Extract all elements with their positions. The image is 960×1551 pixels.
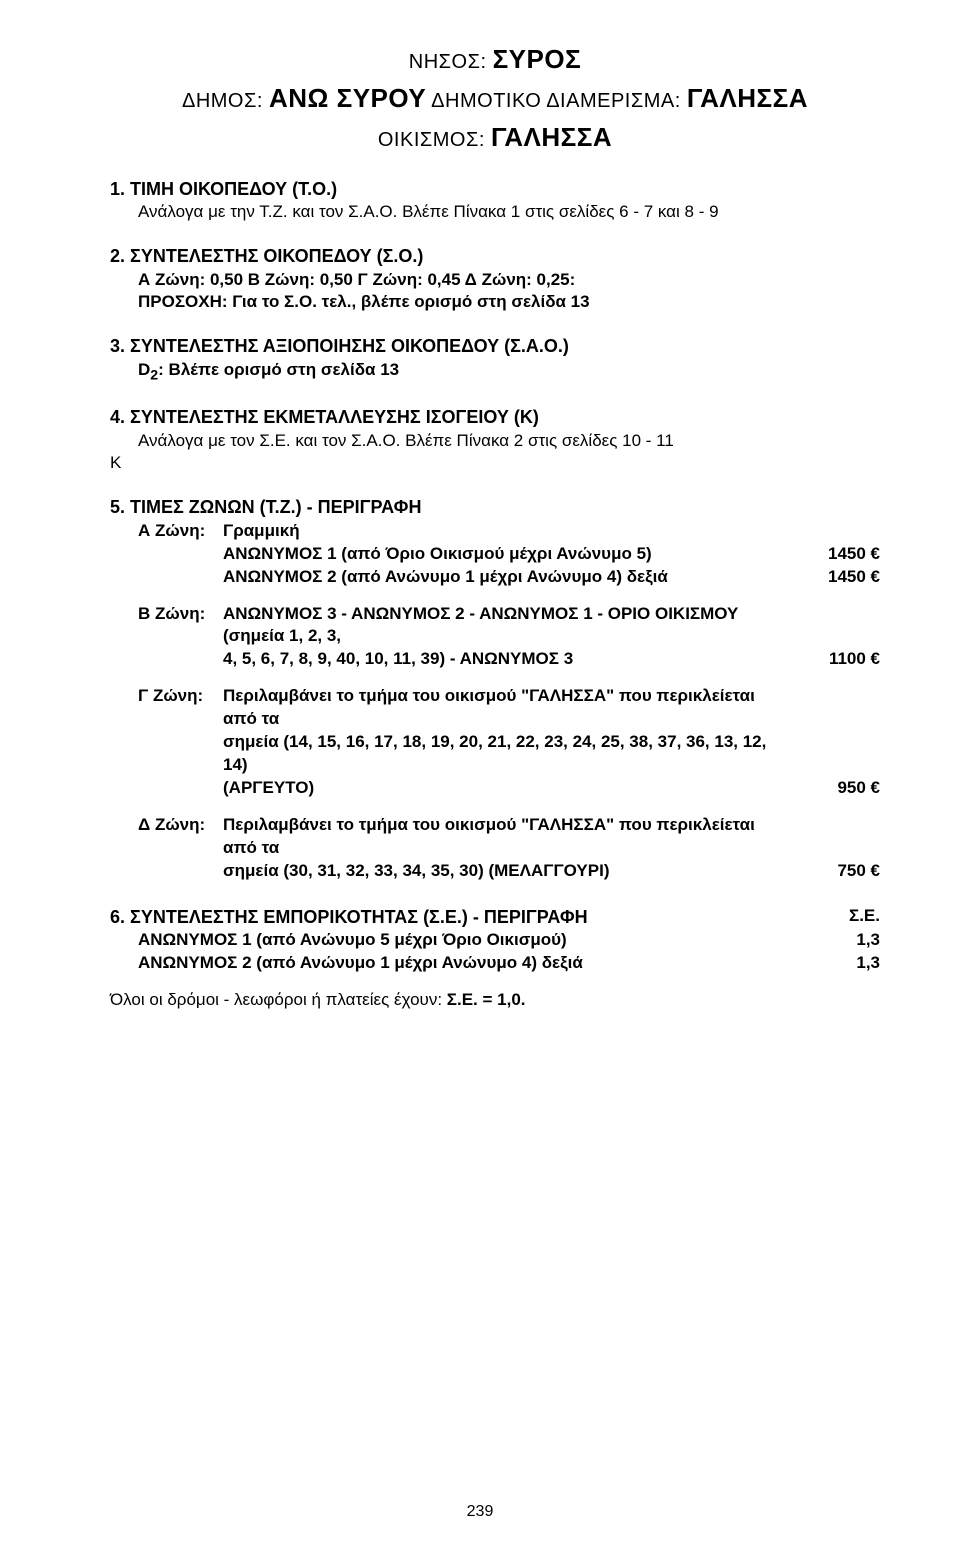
section-1-title: 1. ΤΙΜΗ ΟΙΚΟΠΕΔΟΥ (Τ.Ο.): [110, 177, 880, 201]
zone-d-text1: Περιλαμβάνει το τμήμα του οικισμού "ΓΑΛΗ…: [223, 814, 800, 860]
section-3-title: 3. ΣΥΝΤΕΛΕΣΤΗΣ ΑΞΙΟΠΟΙΗΣΗΣ ΟΙΚΟΠΕΔΟΥ (Σ.…: [110, 334, 880, 358]
zone-g-text1: Περιλαμβάνει το τμήμα του οικισμού "ΓΑΛΗ…: [223, 685, 800, 731]
section-1-body: Ανάλογα με την Τ.Ζ. και τον Σ.Α.Ο. Βλέπε…: [110, 201, 880, 224]
section-2-zones: Α Ζώνη: 0,50 Β Ζώνη: 0,50 Γ Ζώνη: 0,45 Δ…: [110, 269, 880, 292]
d2-sub: 2: [150, 367, 158, 383]
zone-g-label: Γ Ζώνη:: [138, 685, 223, 708]
dimos-label: ΔΗΜΟΣ:: [182, 90, 263, 112]
zone-d-text2: σημεία (30, 31, 32, 33, 34, 35, 30) (ΜΕΛ…: [223, 860, 800, 883]
zone-b-price: 1100 €: [800, 648, 880, 671]
zone-d-label: Δ Ζώνη:: [138, 814, 223, 837]
zone-g-price: 950 €: [800, 777, 880, 800]
section-5: 5. ΤΙΜΕΣ ΖΩΝΩΝ (Τ.Ζ.) - ΠΕΡΙΓΡΑΦΗ Α Ζώνη…: [110, 495, 880, 882]
se-footer-a: Όλοι οι δρόμοι - λεωφόροι ή πλατείες έχο…: [110, 990, 447, 1009]
oikismos-value: ΓΑΛΗΣΣΑ: [491, 122, 612, 152]
section-6-title: 6. ΣΥΝΤΕΛΕΣΤΗΣ ΕΜΠΟΡΙΚΟΤΗΤΑΣ (Σ.Ε.) - ΠΕ…: [110, 905, 820, 929]
zone-a-row1: Α Ζώνη: Γραμμική: [138, 520, 880, 543]
section-2-title: 2. ΣΥΝΤΕΛΕΣΤΗΣ ΟΙΚΟΠΕΔΟΥ (Σ.Ο.): [110, 244, 880, 268]
se-row1: ΑΝΩΝΥΜΟΣ 1 (από Ανώνυμο 5 μέχρι Όριο Οικ…: [138, 929, 880, 952]
dimdiam-value: ΓΑΛΗΣΣΑ: [687, 83, 808, 113]
zone-g-row1: Γ Ζώνη: Περιλαμβάνει το τμήμα του οικισμ…: [138, 685, 880, 731]
se-row2-b: δεξιά: [542, 953, 583, 972]
section-2: 2. ΣΥΝΤΕΛΕΣΤΗΣ ΟΙΚΟΠΕΔΟΥ (Σ.Ο.) Α Ζώνη: …: [110, 244, 880, 314]
zone-b-label: Β Ζώνη:: [138, 603, 223, 626]
d2-d: D: [138, 360, 150, 379]
se-footer: Όλοι οι δρόμοι - λεωφόροι ή πλατείες έχο…: [110, 989, 880, 1012]
zone-a-anon1: ΑΝΩΝΥΜΟΣ 1 (από Όριο Οικισμού μέχρι Ανών…: [223, 543, 800, 566]
zone-a-label: Α Ζώνη:: [138, 520, 223, 543]
section-4-body: Ανάλογα με τον Σ.Ε. και τον Σ.Α.Ο. Βλέπε…: [110, 430, 880, 453]
zone-b-row1: Β Ζώνη: ΑΝΩΝΥΜΟΣ 3 - ΑΝΩΝΥΜΟΣ 2 - ΑΝΩΝΥΜ…: [138, 603, 880, 649]
zone-a-line1: ΑΝΩΝΥΜΟΣ 1 (από Όριο Οικισμού μέχρι Ανών…: [138, 543, 880, 566]
se-row2: ΑΝΩΝΥΜΟΣ 2 (από Ανώνυμο 1 μέχρι Ανώνυμο …: [138, 952, 880, 975]
zone-a-grammiki: Γραμμική: [223, 520, 800, 543]
dimdiam-label: ΔΗΜΟΤΙΚΟ ΔΙΑΜΕΡΙΣΜΑ:: [431, 90, 681, 112]
zone-a-anon2-a: ΑΝΩΝΥΜΟΣ 2 (από Ανώνυμο 1 μέχρι Ανώνυμο …: [223, 567, 627, 586]
zone-a-anon2: ΑΝΩΝΥΜΟΣ 2 (από Ανώνυμο 1 μέχρι Ανώνυμο …: [223, 566, 800, 589]
zone-b-row2: 4, 5, 6, 7, 8, 9, 40, 10, 11, 39) - ΑΝΩΝ…: [138, 648, 880, 671]
d2-rest: : Βλέπε ορισμό στη σελίδα 13: [158, 360, 399, 379]
section-3: 3. ΣΥΝΤΕΛΕΣΤΗΣ ΑΞΙΟΠΟΙΗΣΗΣ ΟΙΚΟΠΕΔΟΥ (Σ.…: [110, 334, 880, 385]
se-footer-b: Σ.Ε. = 1,0.: [447, 990, 526, 1009]
oikismos-label: ΟΙΚΙΣΜΟΣ:: [378, 129, 485, 151]
se-row1-val: 1,3: [820, 929, 880, 952]
zone-b-text2: 4, 5, 6, 7, 8, 9, 40, 10, 11, 39) - ΑΝΩΝ…: [223, 648, 800, 671]
zone-a-price1: 1450 €: [800, 543, 880, 566]
se-header: Σ.Ε.: [820, 905, 880, 928]
section-4: 4. ΣΥΝΤΕΛΕΣΤΗΣ ΕΚΜΕΤΑΛΛΕΥΣΗΣ ΙΣΟΓΕΙΟΥ (Κ…: [110, 405, 880, 475]
section-4-title: 4. ΣΥΝΤΕΛΕΣΤΗΣ ΕΚΜΕΤΑΛΛΕΥΣΗΣ ΙΣΟΓΕΙΟΥ (Κ…: [110, 405, 880, 429]
section-4-marginal: Κ: [110, 452, 880, 475]
zone-g-text3: (ΑΡΓΕΥΤΟ): [223, 777, 800, 800]
se-row2-a: ΑΝΩΝΥΜΟΣ 2 (από Ανώνυμο 1 μέχρι Ανώνυμο …: [138, 953, 542, 972]
se-row2-val: 1,3: [820, 952, 880, 975]
nisos-value: ΣΥΡΟΣ: [493, 44, 582, 74]
zone-d-price: 750 €: [800, 860, 880, 883]
page-number: 239: [0, 1503, 960, 1521]
zone-d-row1: Δ Ζώνη: Περιλαμβάνει το τμήμα του οικισμ…: [138, 814, 880, 860]
section-2-note: ΠΡΟΣΟΧΗ: Για το Σ.Ο. τελ., βλέπε ορισμό …: [110, 291, 880, 314]
zone-a-line2: ΑΝΩΝΥΜΟΣ 2 (από Ανώνυμο 1 μέχρι Ανώνυμο …: [138, 566, 880, 589]
section-1: 1. ΤΙΜΗ ΟΙΚΟΠΕΔΟΥ (Τ.Ο.) Ανάλογα με την …: [110, 177, 880, 224]
zone-g-row3: (ΑΡΓΕΥΤΟ) 950 €: [138, 777, 880, 800]
se-row1-text: ΑΝΩΝΥΜΟΣ 1 (από Ανώνυμο 5 μέχρι Όριο Οικ…: [138, 929, 820, 952]
section-6: 6. ΣΥΝΤΕΛΕΣΤΗΣ ΕΜΠΟΡΙΚΟΤΗΤΑΣ (Σ.Ε.) - ΠΕ…: [110, 905, 880, 1012]
document-header: ΝΗΣΟΣ: ΣΥΡΟΣ ΔΗΜΟΣ: ΑΝΩ ΣΥΡΟΥ ΔΗΜΟΤΙΚΟ Δ…: [110, 40, 880, 157]
zone-g-row2: σημεία (14, 15, 16, 17, 18, 19, 20, 21, …: [138, 731, 880, 777]
zone-b-text1: ΑΝΩΝΥΜΟΣ 3 - ΑΝΩΝΥΜΟΣ 2 - ΑΝΩΝΥΜΟΣ 1 - Ο…: [223, 603, 800, 649]
section-5-title: 5. ΤΙΜΕΣ ΖΩΝΩΝ (Τ.Ζ.) - ΠΕΡΙΓΡΑΦΗ: [110, 495, 880, 519]
zone-d-row2: σημεία (30, 31, 32, 33, 34, 35, 30) (ΜΕΛ…: [138, 860, 880, 883]
dimos-value: ΑΝΩ ΣΥΡΟΥ: [269, 83, 426, 113]
se-row2-text: ΑΝΩΝΥΜΟΣ 2 (από Ανώνυμο 1 μέχρι Ανώνυμο …: [138, 952, 820, 975]
zone-g-text2: σημεία (14, 15, 16, 17, 18, 19, 20, 21, …: [223, 731, 800, 777]
zone-a-anon2-b: δεξιά: [627, 567, 668, 586]
nisos-label: ΝΗΣΟΣ:: [409, 51, 487, 73]
section-3-body: D2: Βλέπε ορισμό στη σελίδα 13: [110, 359, 880, 386]
zone-a-price2: 1450 €: [800, 566, 880, 589]
